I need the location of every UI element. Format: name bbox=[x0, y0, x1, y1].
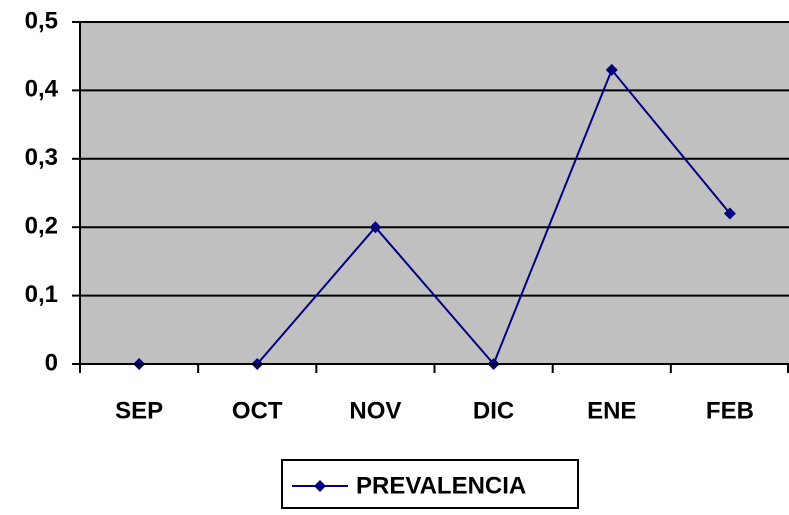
point-marker bbox=[723, 207, 736, 220]
point-marker bbox=[605, 63, 618, 76]
y-tick-label: 0 bbox=[45, 349, 58, 376]
x-tick-label: OCT bbox=[232, 397, 283, 424]
x-tick-label: NOV bbox=[349, 397, 401, 424]
y-tick-label: 0,1 bbox=[25, 281, 58, 308]
x-tick-label: ENE bbox=[587, 397, 636, 424]
y-tick-label: 0,2 bbox=[25, 213, 58, 240]
x-tick-label: SEP bbox=[115, 397, 163, 424]
legend-marker bbox=[314, 480, 326, 492]
plot-area bbox=[80, 22, 789, 364]
point-marker bbox=[369, 221, 382, 234]
x-tick-label: FEB bbox=[706, 397, 754, 424]
y-tick-label: 0,5 bbox=[25, 7, 58, 34]
y-tick-label: 0,3 bbox=[25, 144, 58, 171]
legend-box bbox=[281, 459, 579, 509]
y-tick-label: 0,4 bbox=[25, 76, 59, 103]
x-tick-label: DIC bbox=[473, 397, 514, 424]
legend-label: PREVALENCIA bbox=[356, 472, 526, 499]
